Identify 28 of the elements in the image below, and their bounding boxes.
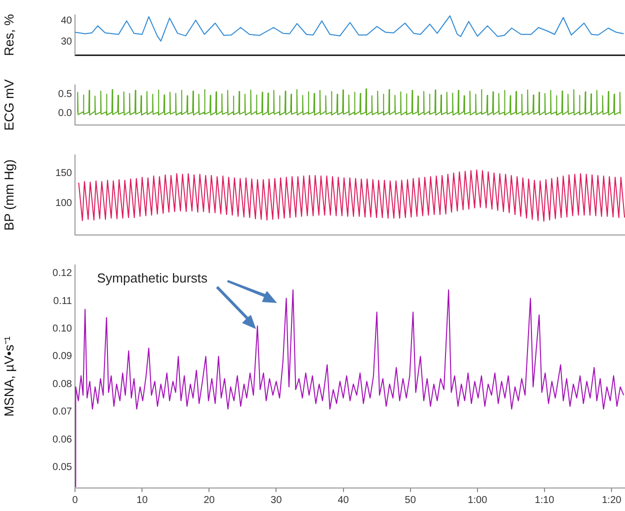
y-tick-label: 0.09: [52, 351, 72, 362]
annotation: Sympathetic bursts: [97, 270, 208, 286]
x-tick-label: 50: [404, 494, 416, 506]
y-tick-label: 40: [60, 16, 72, 27]
x-tick-label: 0: [72, 494, 78, 506]
y-tick-label: 0.07: [52, 406, 72, 418]
x-tick-label: 1:00: [468, 494, 488, 506]
y-tick-label: 0.0: [58, 108, 72, 120]
y-tick-label: 0.11: [53, 296, 72, 307]
x-tick-label: 10: [136, 494, 148, 506]
x-tick-label: 1:20: [602, 494, 622, 506]
y-tick-label: 0.5: [58, 88, 72, 100]
x-tick-label: 40: [338, 494, 350, 506]
y-axis-title: MSNA, µV•s⁻¹: [1, 336, 16, 417]
y-tick-label: 0.06: [52, 434, 72, 446]
y-tick-label: 30: [60, 36, 72, 48]
y-axis-title: Res, %: [1, 14, 16, 56]
y-tick-label: 0.10: [52, 323, 72, 334]
y-tick-label: 150: [55, 168, 72, 179]
y-axis-title: ECG mV: [1, 79, 16, 131]
y-axis-title: BP (mm Hg): [1, 159, 16, 231]
y-tick-label: 0.12: [52, 268, 72, 280]
y-tick-label: 0.08: [52, 378, 72, 390]
x-tick-label: 20: [204, 494, 216, 506]
y-tick-label: 0.05: [52, 462, 72, 473]
x-tick-label: 30: [270, 494, 282, 506]
x-tick-label: 1:10: [534, 494, 555, 506]
y-tick-label: 100: [55, 198, 72, 209]
